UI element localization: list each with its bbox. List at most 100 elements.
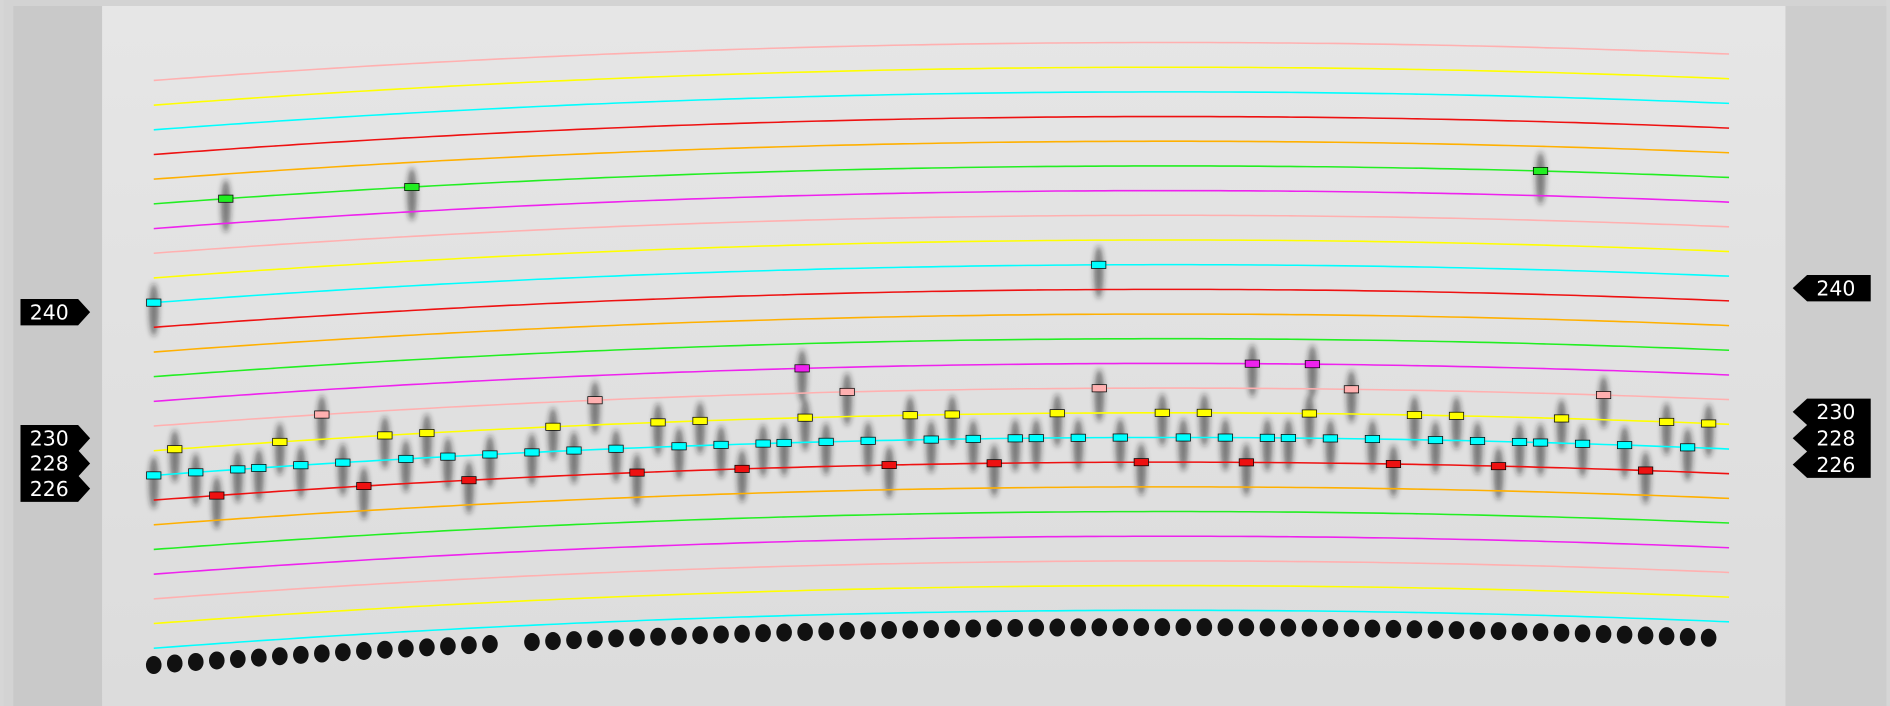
ladder-band — [461, 636, 477, 655]
smudge — [905, 396, 915, 449]
right-strip — [1785, 6, 1887, 706]
ladder-band — [208, 651, 225, 670]
smudge — [443, 437, 453, 491]
smudge — [190, 453, 201, 506]
allele-marker — [1112, 433, 1128, 442]
smudge — [653, 403, 663, 457]
ladder-band — [1532, 623, 1549, 642]
allele-marker — [482, 450, 498, 459]
allele-marker — [335, 458, 351, 467]
allele-marker — [1091, 384, 1107, 393]
ladder-band — [650, 627, 666, 646]
ladder-band — [1112, 618, 1129, 637]
smudge — [1157, 393, 1168, 447]
ladder-band — [818, 622, 834, 641]
ladder-band — [377, 640, 393, 659]
left-tag-label: 240 — [30, 300, 69, 324]
allele-marker — [419, 429, 435, 438]
ladder-band — [272, 647, 288, 666]
smudge — [1598, 375, 1609, 429]
ladder-band — [1259, 618, 1276, 637]
ladder-band — [1553, 623, 1570, 642]
smudge — [1010, 419, 1021, 472]
ladder-band — [1322, 619, 1339, 638]
smudge — [590, 381, 600, 434]
smudge — [296, 446, 306, 499]
smudge — [1493, 446, 1504, 500]
smudge — [884, 445, 894, 499]
allele-marker — [794, 364, 810, 373]
smudge — [1472, 421, 1483, 475]
allele-marker — [188, 468, 204, 477]
allele-marker — [1154, 408, 1170, 417]
allele-marker — [1553, 414, 1570, 423]
allele-marker — [1617, 441, 1633, 450]
right-tag — [1792, 398, 1871, 426]
ladder-band — [1280, 618, 1297, 637]
smudge — [1514, 422, 1525, 476]
ladder-band — [1133, 618, 1150, 637]
allele-marker — [209, 491, 225, 500]
smudge — [1094, 369, 1105, 422]
smudge — [758, 424, 768, 478]
allele-marker — [1070, 433, 1086, 442]
left-tag — [20, 450, 91, 477]
ladder-band — [524, 633, 540, 652]
ladder-band — [314, 644, 330, 663]
allele-marker — [1091, 260, 1107, 269]
allele-marker — [377, 431, 393, 440]
right-tag — [1792, 425, 1871, 452]
smudge — [338, 443, 348, 497]
smudge — [569, 431, 579, 485]
size-line — [153, 337, 1730, 378]
smudge — [716, 425, 726, 479]
smudge — [779, 423, 789, 477]
smudge — [695, 401, 705, 455]
ladder-band — [1469, 621, 1486, 640]
left-tag-label: 226 — [30, 477, 69, 501]
allele-marker — [629, 468, 645, 477]
smudge — [1451, 396, 1462, 450]
ladder-band — [839, 621, 855, 640]
allele-marker — [923, 435, 939, 444]
smudge — [1535, 151, 1546, 205]
smudge — [380, 416, 390, 470]
smudge — [359, 466, 369, 520]
smudge — [1325, 419, 1336, 473]
allele-marker — [461, 476, 477, 485]
ladder-band — [1070, 618, 1087, 637]
right-tag-label: 226 — [1816, 453, 1855, 477]
smudge — [737, 449, 747, 503]
size-line — [153, 387, 1730, 427]
smudge — [1031, 418, 1042, 472]
allele-marker — [1364, 435, 1381, 443]
ladder-band — [1301, 618, 1318, 637]
smudge — [407, 167, 417, 221]
size-line — [153, 486, 1730, 526]
smudge — [1093, 245, 1104, 299]
smudge — [148, 456, 159, 510]
allele-marker — [1448, 411, 1465, 420]
ladder-band — [1490, 622, 1507, 641]
size-line — [153, 140, 1730, 180]
allele-marker — [1133, 458, 1149, 467]
ladder-band — [755, 624, 771, 643]
size-line — [153, 189, 1730, 230]
allele-marker — [713, 440, 729, 449]
smudge — [800, 398, 810, 452]
smudge — [1640, 451, 1651, 505]
allele-marker — [1469, 437, 1486, 445]
allele-marker — [797, 413, 813, 422]
allele-marker — [566, 446, 582, 455]
size-line — [153, 313, 1730, 353]
allele-marker — [902, 411, 918, 420]
ladder-band — [187, 652, 204, 671]
ladder-band — [1406, 620, 1423, 639]
ladder-band — [166, 654, 183, 673]
right-tag-label: 240 — [1816, 276, 1855, 300]
smudge — [1247, 344, 1258, 398]
smudge — [148, 283, 159, 337]
ladder-band — [1154, 618, 1171, 637]
